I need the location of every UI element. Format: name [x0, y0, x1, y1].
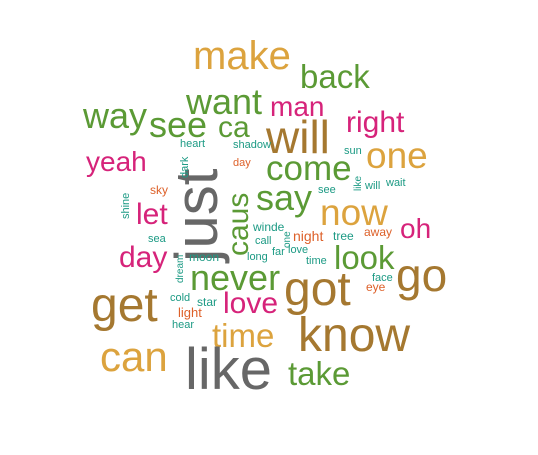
- word-see-small: see: [318, 184, 336, 196]
- word-like-small: like: [353, 175, 364, 191]
- word-sun: sun: [344, 145, 362, 157]
- word-day-small: day: [233, 157, 251, 169]
- word-cold: cold: [170, 292, 191, 304]
- word-call: call: [255, 235, 272, 247]
- word-night: night: [293, 228, 324, 244]
- word-can: can: [100, 333, 168, 380]
- word-look: look: [334, 239, 395, 276]
- word-know: know: [298, 309, 411, 362]
- word-let: let: [136, 198, 168, 231]
- word-way: way: [83, 95, 148, 136]
- word-shadow: shadow: [233, 139, 271, 151]
- word-heart: heart: [180, 138, 206, 150]
- word-never: never: [190, 257, 281, 298]
- word-get: get: [91, 279, 158, 332]
- word-will: will: [266, 111, 330, 163]
- word-make: make: [193, 34, 291, 78]
- word-like: like: [185, 337, 273, 402]
- word-dark: dark: [179, 156, 191, 178]
- word-light: light: [178, 305, 202, 320]
- word-wait: wait: [386, 177, 406, 189]
- word-go: go: [396, 249, 448, 301]
- word-come: come: [266, 149, 352, 188]
- word-got: got: [284, 263, 351, 316]
- word-moon: moon: [189, 250, 220, 264]
- word-time: time: [212, 317, 275, 354]
- word-love: love: [223, 287, 279, 320]
- word-ca: ca: [218, 111, 250, 144]
- word-yeah: yeah: [86, 146, 147, 177]
- word-time-small: time: [306, 255, 327, 267]
- word-winde: winde: [253, 220, 285, 234]
- word-one: one: [366, 135, 428, 176]
- word-will-small: will: [365, 180, 381, 192]
- word-now: now: [320, 192, 388, 233]
- word-sea: sea: [148, 233, 166, 245]
- word-say: say: [256, 177, 313, 218]
- word-star: star: [197, 295, 218, 309]
- word-tree: tree: [333, 229, 354, 243]
- word-oh: oh: [400, 213, 432, 244]
- word-love-small: love: [288, 244, 309, 256]
- word-eye: eye: [366, 280, 386, 294]
- word-see: see: [149, 104, 208, 145]
- word-right: right: [346, 106, 405, 139]
- word-away: away: [364, 225, 393, 239]
- word-dream: dream: [175, 254, 186, 283]
- word-long: long: [247, 251, 268, 263]
- word-man: man: [270, 91, 325, 122]
- word-just: just: [163, 168, 230, 262]
- word-caus: caus: [222, 192, 255, 256]
- word-hear: hear: [172, 319, 195, 331]
- word-take: take: [288, 355, 351, 392]
- word-sky: sky: [150, 183, 168, 197]
- word-shine: shine: [120, 192, 132, 219]
- word-day: day: [119, 241, 168, 274]
- word-want: want: [186, 81, 263, 122]
- word-back: back: [300, 58, 370, 95]
- word-face: face: [372, 272, 393, 284]
- word-far: far: [272, 246, 285, 258]
